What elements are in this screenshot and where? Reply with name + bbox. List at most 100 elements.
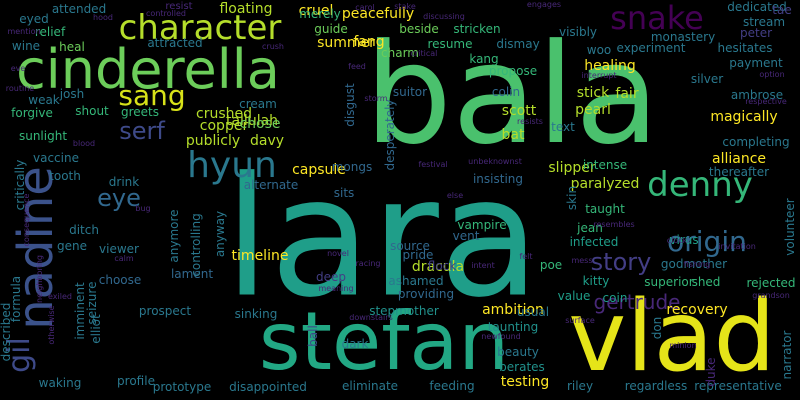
word: capsule (292, 162, 346, 178)
word: newfound (481, 332, 521, 341)
word: insisting (472, 172, 524, 186)
word: racing (355, 259, 381, 268)
word: desperately (383, 99, 397, 171)
word: elliot (89, 314, 103, 344)
word: viewer (99, 242, 139, 256)
word: invitation (718, 242, 756, 251)
word: downstairs (349, 313, 393, 322)
word: prospect (138, 304, 192, 318)
word: denny (647, 165, 753, 205)
word: propose (488, 64, 538, 78)
word: don (650, 316, 664, 340)
word: charm (381, 46, 419, 60)
word: publicly (185, 133, 241, 149)
word: weak (28, 93, 60, 107)
word: copper (199, 118, 249, 134)
word: mess (571, 256, 593, 265)
word: tooth (49, 169, 81, 183)
word: feed (348, 62, 366, 71)
word: surface (565, 316, 595, 325)
word: providing (397, 287, 455, 301)
word: representative (694, 379, 782, 393)
word: alliance (711, 151, 767, 167)
word: pride (402, 248, 434, 262)
word: crush (262, 42, 284, 51)
word: mongs (331, 160, 373, 174)
word: consequence (22, 193, 31, 247)
word: intense (582, 158, 628, 172)
word: stricken (453, 22, 501, 36)
word: controlling (189, 213, 203, 277)
word: stream (742, 15, 786, 29)
word: else (446, 191, 464, 200)
word: silver (690, 72, 724, 86)
word: meaning (318, 284, 354, 293)
word: serf (119, 117, 165, 145)
word: floating (219, 1, 273, 17)
word: completing (722, 135, 790, 149)
word: bala (364, 14, 660, 175)
word: crushed (196, 106, 252, 122)
word: beauty (497, 345, 539, 359)
word: beside (399, 22, 439, 36)
word: wine (11, 39, 41, 53)
word: stefan (258, 295, 510, 388)
word: disgust (343, 83, 357, 127)
word: superior (644, 275, 694, 289)
word: interrupt (581, 71, 617, 80)
word: paralyzed (570, 176, 640, 192)
word: taunting (487, 320, 539, 334)
word: skin (565, 185, 579, 211)
word: infected (569, 235, 619, 249)
word: cream (239, 97, 277, 111)
word: value (557, 289, 591, 303)
word: resists (517, 117, 543, 126)
word: profile (117, 374, 155, 388)
word: intent (471, 261, 495, 270)
word: feeding (429, 379, 475, 393)
word: sits (333, 186, 355, 200)
word: experiment (616, 41, 686, 55)
word: routine (5, 84, 35, 93)
word: davy (249, 133, 285, 149)
word: dismay (496, 37, 540, 51)
word: fair (615, 86, 639, 102)
word: narrator (780, 330, 794, 380)
word: testing (500, 374, 550, 390)
word: waking (38, 376, 82, 390)
word: guide (314, 22, 348, 36)
word: gene (57, 239, 87, 253)
word: forgive (11, 106, 53, 120)
word: vaccine (33, 151, 79, 165)
word: greets (120, 105, 160, 119)
word: relief (34, 25, 66, 39)
word: sang (118, 79, 186, 112)
word: text (551, 120, 575, 134)
word: alternate (243, 178, 299, 192)
word: healing (584, 58, 636, 74)
word: usual (516, 305, 550, 319)
word: source (390, 239, 430, 253)
word: fishing (683, 260, 711, 269)
word: peter (739, 26, 773, 40)
word: anyway (213, 210, 227, 258)
word: eyed (19, 12, 49, 26)
word: monastery (650, 30, 716, 44)
word: peacefully (341, 6, 415, 22)
word: gertrude (593, 290, 681, 314)
word: clock (666, 236, 688, 245)
word: vampire (457, 218, 507, 232)
word: engages (526, 0, 562, 9)
word: neighboring (35, 255, 44, 303)
word: summer (317, 35, 375, 51)
word: heal (59, 40, 85, 54)
word: anymore (167, 209, 181, 263)
word: jean (577, 221, 603, 235)
word: option (759, 70, 785, 79)
word: hood (93, 13, 113, 22)
word: sinking (234, 307, 278, 321)
word: eliminate (341, 379, 399, 393)
word: scott (501, 103, 537, 119)
word: ambition (482, 302, 544, 318)
word: ball (306, 325, 320, 347)
